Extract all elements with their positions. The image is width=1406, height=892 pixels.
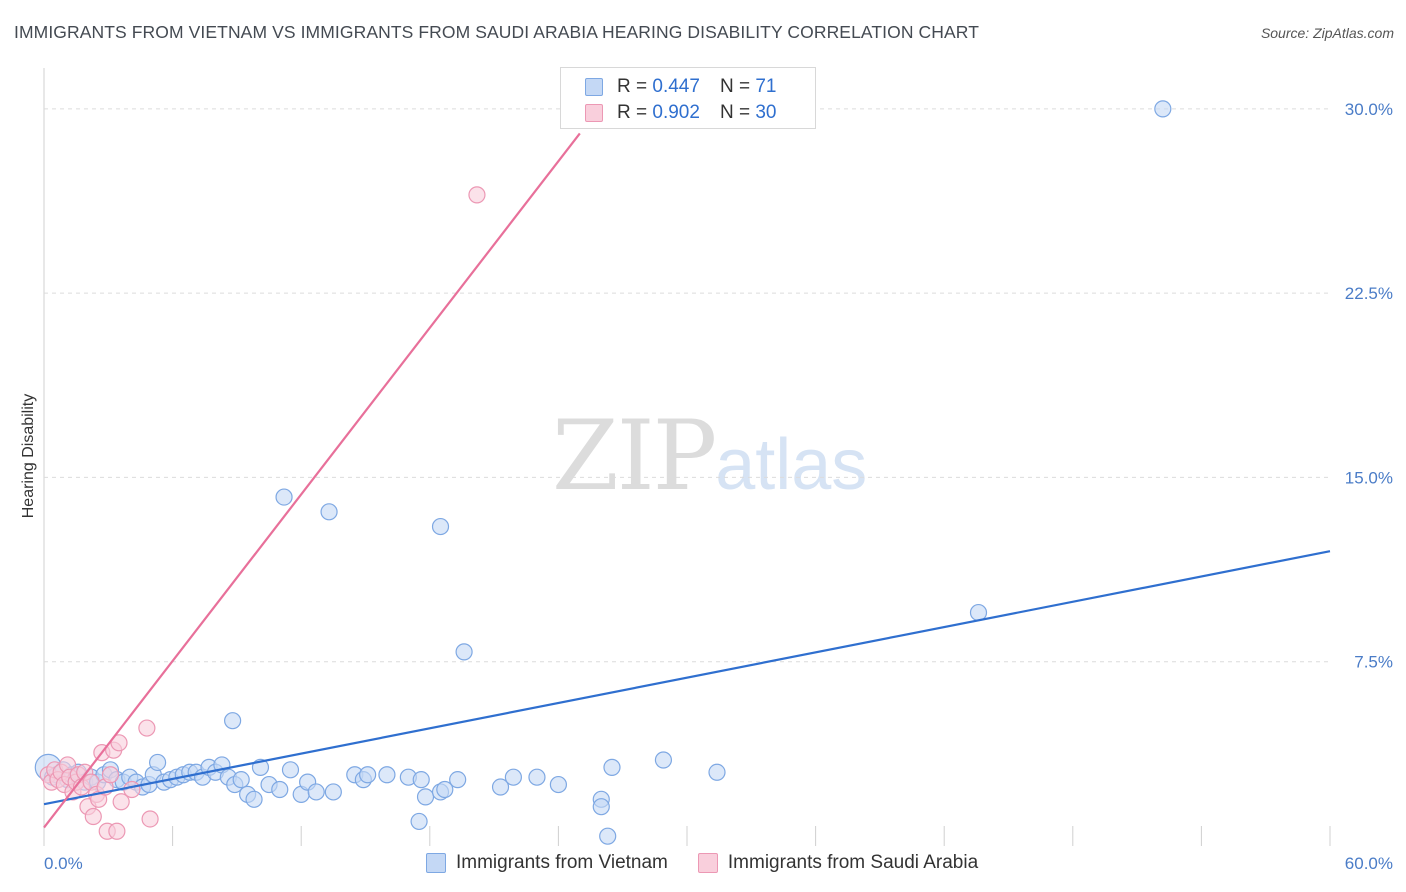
data-point-saudi [108, 822, 126, 840]
series-legend-saudi[interactable]: Immigrants from Saudi Arabia [697, 852, 979, 874]
trend-line-saudi [43, 132, 581, 829]
legend-n-value-saudi: 30 [755, 102, 777, 123]
legend-n-label: N = [719, 102, 751, 123]
data-point-vietnam [654, 751, 673, 769]
data-point-vietnam [232, 771, 250, 789]
watermark-zip: ZIP [552, 400, 717, 512]
data-point-vietnam [271, 780, 289, 799]
legend-n-label: N = [719, 76, 751, 97]
data-point-vietnam [378, 766, 396, 784]
data-point-vietnam [491, 778, 510, 796]
data-point-saudi [141, 810, 159, 828]
series-label-saudi: Immigrants from Saudi Arabia [727, 852, 979, 873]
data-point-vietnam [275, 488, 293, 506]
data-point-vietnam [412, 771, 430, 789]
data-point-saudi [110, 734, 128, 752]
data-point-saudi [84, 807, 102, 826]
data-point-vietnam [708, 763, 726, 781]
legend-r-label: R = [617, 102, 648, 123]
data-point-vietnam [410, 812, 428, 831]
correlation-legend: R = 0.447 N = 71 R = 0.902 N = 30 [560, 67, 816, 129]
data-point-vietnam [416, 788, 435, 806]
data-point-vietnam [431, 517, 450, 536]
source-label: Source: ZipAtlas.com [1260, 25, 1394, 41]
data-point-vietnam [224, 712, 242, 730]
x-tick-label: 60.0% [1345, 854, 1393, 873]
y-tick-label: 15.0% [1345, 468, 1393, 487]
data-point-saudi [112, 793, 130, 811]
legend-swatch-saudi [585, 104, 603, 122]
y-tick-label: 7.5% [1354, 653, 1393, 672]
data-point-vietnam [148, 753, 167, 772]
data-point-vietnam [281, 761, 300, 779]
data-point-saudi [468, 186, 486, 204]
data-point-vietnam [245, 790, 263, 808]
x-tick-label: 0.0% [44, 854, 83, 873]
data-point-vietnam [320, 503, 338, 521]
legend-row-saudi: R = 0.902 N = 30 [585, 101, 776, 125]
y-tick-label: 22.5% [1345, 284, 1393, 303]
legend-n-value-vietnam: 71 [755, 76, 777, 97]
series-legend: Immigrants from Vietnam Immigrants from … [426, 852, 1008, 874]
data-point-vietnam [603, 758, 621, 776]
data-point-vietnam [307, 783, 325, 801]
series-swatch-saudi [697, 853, 718, 873]
watermark-atlas: atlas [715, 425, 868, 505]
watermark: ZIPatlas [552, 400, 867, 512]
data-point-vietnam [436, 780, 454, 799]
chart-title: IMMIGRANTS FROM VIETNAM VS IMMIGRANTS FR… [14, 22, 980, 42]
legend-row-vietnam: R = 0.447 N = 71 [585, 75, 776, 99]
data-point-vietnam [549, 775, 568, 794]
legend-swatch-vietnam [585, 78, 603, 96]
data-point-vietnam [599, 827, 617, 845]
legend-r-value-saudi: 0.902 [652, 102, 700, 123]
data-point-vietnam [1154, 100, 1172, 118]
data-point-vietnam [359, 766, 377, 784]
legend-r-label: R = [617, 76, 648, 97]
series-swatch-vietnam [426, 853, 446, 873]
data-point-vietnam [449, 771, 467, 789]
data-point-vietnam [504, 768, 522, 786]
data-point-vietnam [592, 798, 610, 816]
data-point-vietnam [528, 768, 546, 786]
data-point-saudi [101, 766, 120, 784]
data-point-saudi [123, 780, 141, 799]
trend-line-vietnam [43, 550, 1331, 806]
y-axis-title: Hearing Disability [20, 394, 37, 519]
data-point-vietnam [324, 783, 342, 801]
legend-r-value-vietnam: 0.447 [652, 76, 700, 97]
data-point-saudi [138, 719, 156, 737]
series-label-vietnam: Immigrants from Vietnam [456, 852, 668, 873]
y-tick-label: 30.0% [1345, 100, 1393, 119]
data-point-vietnam [455, 643, 473, 661]
series-legend-vietnam[interactable]: Immigrants from Vietnam [426, 852, 668, 874]
